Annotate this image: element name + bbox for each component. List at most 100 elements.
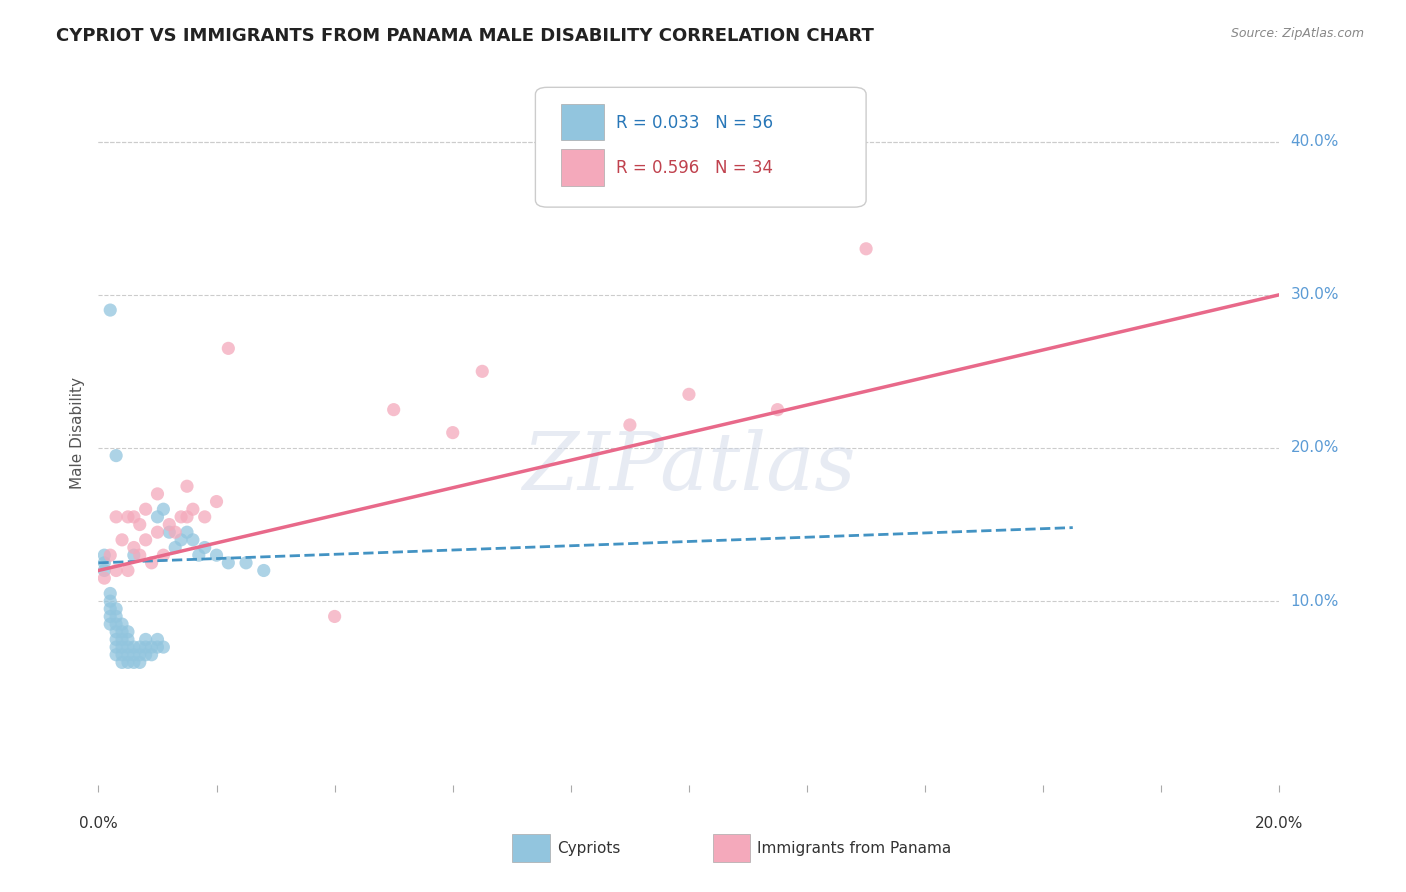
Point [135,640,157,654]
Point [146,640,169,654]
Point [105,640,128,654]
Point [117,656,139,670]
Point [181,533,204,547]
Point [176,479,198,493]
Point [105,632,128,647]
Point [135,502,157,516]
Point [157,517,180,532]
Point [98,601,121,615]
Point [205,548,228,562]
Point [117,640,139,654]
Point [111,640,134,654]
Point [93,564,115,578]
Point [128,648,150,662]
Point [98,548,121,562]
Point [111,632,134,647]
Point [105,648,128,662]
Point [111,533,134,547]
Text: 20.0%: 20.0% [1256,815,1303,830]
Point [382,402,405,417]
Point [93,571,115,585]
Point [146,509,169,524]
Point [128,548,150,562]
Point [98,617,121,632]
Point [105,617,128,632]
Point [93,556,115,570]
Point [141,648,163,662]
FancyBboxPatch shape [536,87,866,207]
Point [181,502,204,516]
Point [98,586,121,600]
Point [117,632,139,647]
Point [111,617,134,632]
Point [152,502,174,516]
Point [235,556,257,570]
Text: 0.0%: 0.0% [79,815,118,830]
Point [105,509,128,524]
Point [157,525,180,540]
Point [135,533,157,547]
Point [122,548,145,562]
Point [678,387,700,401]
Point [105,564,128,578]
Point [117,648,139,662]
Point [176,509,198,524]
Point [122,509,145,524]
Text: 30.0%: 30.0% [1291,287,1339,302]
Text: 20.0%: 20.0% [1291,441,1339,456]
Point [253,564,276,578]
Point [135,648,157,662]
Point [117,564,139,578]
Point [93,548,115,562]
Text: CYPRIOT VS IMMIGRANTS FROM PANAMA MALE DISABILITY CORRELATION CHART: CYPRIOT VS IMMIGRANTS FROM PANAMA MALE D… [56,27,875,45]
Text: ZIPatlas: ZIPatlas [522,429,856,507]
Point [105,449,128,463]
Text: 40.0%: 40.0% [1291,134,1339,149]
Point [105,624,128,639]
Point [98,594,121,608]
Point [194,541,217,555]
Point [170,533,193,547]
Point [128,656,150,670]
Point [194,509,217,524]
Point [217,342,239,356]
Point [128,517,150,532]
Point [141,556,163,570]
Text: R = 0.033   N = 56: R = 0.033 N = 56 [616,113,773,131]
Point [441,425,464,440]
Point [141,640,163,654]
Point [117,509,139,524]
Point [146,487,169,501]
Point [98,609,121,624]
FancyBboxPatch shape [561,149,605,186]
Point [135,632,157,647]
Point [105,609,128,624]
Text: Immigrants from Panama: Immigrants from Panama [758,841,952,856]
Point [152,640,174,654]
Point [323,609,346,624]
Point [176,525,198,540]
Point [170,509,193,524]
Point [98,303,121,318]
Point [766,402,789,417]
Point [187,548,209,562]
Text: Cypriots: Cypriots [557,841,620,856]
Point [111,624,134,639]
Text: Source: ZipAtlas.com: Source: ZipAtlas.com [1230,27,1364,40]
Point [122,541,145,555]
FancyBboxPatch shape [512,834,550,863]
Point [205,494,228,508]
Y-axis label: Male Disability: Male Disability [69,376,84,489]
FancyBboxPatch shape [561,103,605,140]
Point [122,640,145,654]
Point [117,624,139,639]
Point [471,364,494,378]
Point [111,656,134,670]
FancyBboxPatch shape [713,834,751,863]
Point [105,601,128,615]
Point [146,525,169,540]
Text: R = 0.596   N = 34: R = 0.596 N = 34 [616,160,773,178]
Point [217,556,239,570]
Point [855,242,877,256]
Point [146,632,169,647]
